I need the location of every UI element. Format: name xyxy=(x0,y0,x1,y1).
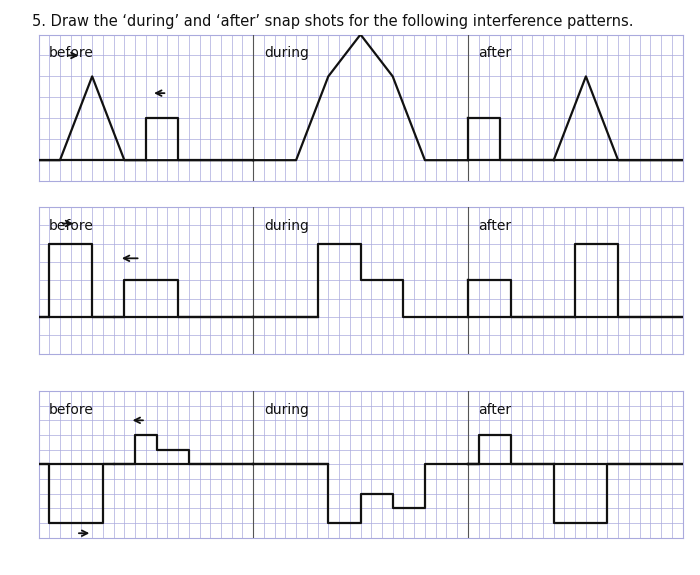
Text: before: before xyxy=(49,402,94,417)
Text: after: after xyxy=(479,218,512,233)
Text: after: after xyxy=(479,402,512,417)
Text: 5. Draw the ‘during’ and ‘after’ snap shots for the following interference patte: 5. Draw the ‘during’ and ‘after’ snap sh… xyxy=(32,14,633,29)
Text: during: during xyxy=(264,402,309,417)
Text: during: during xyxy=(264,46,309,60)
Text: before: before xyxy=(49,46,94,60)
Text: after: after xyxy=(479,46,512,60)
Text: before: before xyxy=(49,218,94,233)
Text: during: during xyxy=(264,218,309,233)
